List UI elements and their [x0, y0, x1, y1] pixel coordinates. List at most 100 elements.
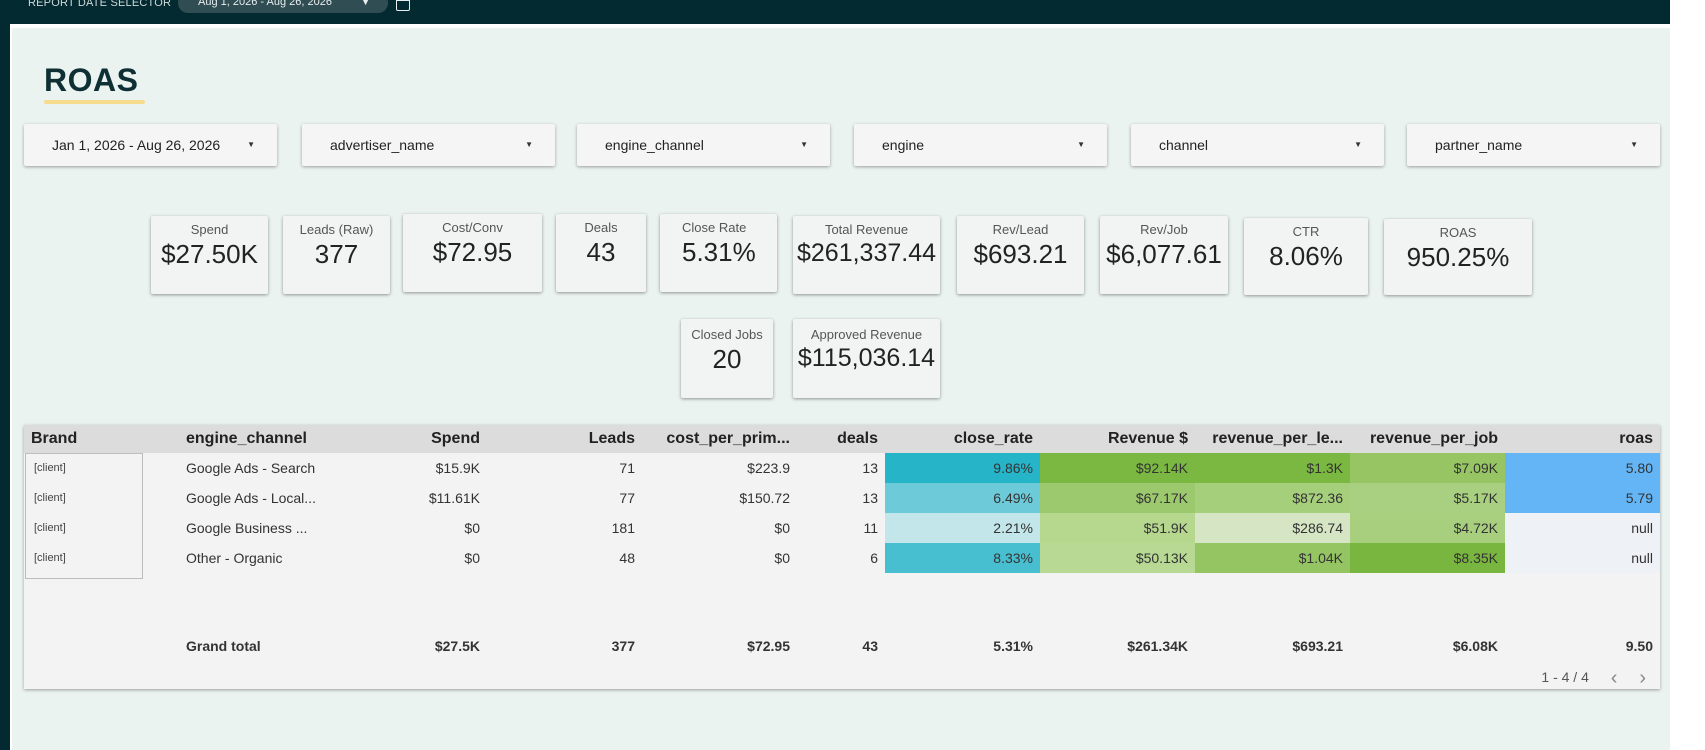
chevron-right-icon[interactable]: ›	[1639, 667, 1646, 689]
scorecard-close-rate: Close Rate 5.31%	[660, 214, 777, 292]
cell-spend: $0	[464, 520, 480, 536]
table-total-row: Grand total $27.5K 377 $72.95 43 5.31% $…	[24, 631, 1660, 661]
filter-label: advertiser_name	[330, 137, 435, 153]
cell-brand: [client]	[34, 462, 66, 474]
pager-text: 1 - 4 / 4	[1541, 669, 1589, 685]
table-row[interactable]: [client] Google Business ... $0 181 $0 11 2.21…	[24, 513, 1660, 543]
header-deals[interactable]: deals	[837, 430, 878, 447]
chevron-down-icon: ▼	[361, 0, 370, 7]
cell-close-rate: 8.33%	[885, 543, 1040, 573]
cell-roas: null	[1505, 513, 1660, 543]
scorecard-value: 43	[586, 237, 616, 267]
partner-name-filter[interactable]: partner_name ▼	[1407, 124, 1660, 166]
cell-revenue: $51.9K	[1040, 513, 1195, 543]
total-cost: $72.95	[747, 638, 790, 654]
scorecard-value: 8.06%	[1269, 241, 1343, 271]
scorecard-value: 950.25%	[1406, 242, 1510, 272]
scorecard-value: 5.31%	[682, 237, 756, 267]
advertiser-name-filter[interactable]: advertiser_name ▼	[302, 124, 555, 166]
scorecard-leads: Leads (Raw) 377	[283, 216, 390, 294]
header-brand[interactable]: Brand	[31, 430, 78, 447]
cell-rev-per-lead: $1.04K	[1195, 543, 1350, 573]
table-pager: 1 - 4 / 4 ‹ ›	[1541, 667, 1646, 690]
filter-label: Jan 1, 2026 - Aug 26, 2026	[52, 137, 221, 153]
engine-channel-filter[interactable]: engine_channel ▼	[577, 124, 830, 166]
date-range-filter[interactable]: Jan 1, 2026 - Aug 26, 2026 ▼	[24, 124, 277, 166]
cell-leads: 77	[619, 490, 635, 506]
total-spend: $27.5K	[434, 638, 480, 654]
cell-engine-channel: Google Ads - Local...	[186, 490, 316, 506]
header-revenue-per-job[interactable]: revenue_per_job	[1369, 430, 1498, 447]
roas-table: Brand engine_channel Spend Leads cost_pe…	[24, 425, 1660, 689]
cell-deals: 11	[863, 520, 878, 536]
total-deals: 43	[862, 638, 878, 654]
scorecard-label: Rev/Job	[1140, 222, 1188, 237]
report-date-selector-label: REPORT DATE SELECTOR	[28, 0, 172, 9]
calendar-icon[interactable]	[396, 0, 410, 11]
cell-leads: 71	[619, 460, 635, 476]
chevron-down-icon: ▼	[1354, 140, 1362, 149]
chevron-down-icon: ▼	[800, 140, 808, 149]
table-row[interactable]: [client] Google Ads - Search $15.9K 71 $223.…	[24, 453, 1660, 483]
cell-close-rate: 9.86%	[885, 453, 1040, 483]
scorecard-value: $6,077.61	[1106, 239, 1222, 269]
scorecard-value: $27.50K	[161, 239, 258, 269]
cell-rev-per-lead: $286.74	[1195, 513, 1350, 543]
cell-rev-per-lead: $872.36	[1195, 483, 1350, 513]
cell-close-rate: 2.21%	[885, 513, 1040, 543]
header-leads[interactable]: Leads	[588, 430, 635, 447]
cell-brand: [client]	[34, 552, 66, 564]
scorecard-closed-jobs: Closed Jobs 20	[681, 319, 773, 398]
scorecard-total-revenue: Total Revenue $261,337.44	[793, 216, 940, 294]
header-cost-per-primary[interactable]: cost_per_prim...	[666, 430, 790, 447]
scorecard-rev-job: Rev/Job $6,077.61	[1100, 216, 1228, 294]
scorecard-label: Leads (Raw)	[299, 222, 374, 237]
cell-cost: $150.72	[739, 490, 790, 506]
header-roas[interactable]: roas	[1619, 430, 1653, 447]
scorecard-label: Deals	[584, 220, 618, 235]
scorecard-label: Total Revenue	[824, 222, 909, 237]
table-row[interactable]: [client] Google Ads - Local... $11.61K 77 $1…	[24, 483, 1660, 513]
cell-cost: $223.9	[747, 460, 790, 476]
report-date-dropdown[interactable]: Aug 1, 2026 - Aug 26, 2026 ▼	[178, 0, 388, 13]
cell-spend: $11.61K	[428, 490, 480, 506]
scorecard-label: ROAS	[1439, 225, 1477, 240]
filter-label: partner_name	[1435, 137, 1523, 153]
total-revenue: $261.34K	[1127, 638, 1188, 654]
brand-column-box	[25, 453, 143, 579]
cell-cost: $0	[774, 520, 790, 536]
total-close-rate: 5.31%	[993, 638, 1033, 654]
scorecard-label: Close Rate	[682, 220, 747, 235]
cell-revenue: $50.13K	[1040, 543, 1195, 573]
chevron-down-icon: ▼	[1630, 140, 1638, 149]
cell-revenue: $92.14K	[1040, 453, 1195, 483]
scorecard-label: Approved Revenue	[810, 327, 923, 342]
total-roas: 9.50	[1625, 638, 1653, 654]
left-rail	[0, 0, 10, 750]
header-revenue[interactable]: Revenue $	[1107, 430, 1188, 447]
scorecard-label: Cost/Conv	[442, 220, 503, 235]
header-revenue-per-lead[interactable]: revenue_per_le...	[1212, 430, 1343, 447]
header-spend[interactable]: Spend	[431, 430, 480, 447]
cell-deals: 13	[862, 490, 878, 506]
header-engine-channel[interactable]: engine_channel	[186, 430, 307, 447]
total-label: Grand total	[186, 638, 261, 654]
cell-revenue: $67.17K	[1040, 483, 1195, 513]
chevron-left-icon[interactable]: ‹	[1610, 667, 1618, 689]
chevron-down-icon: ▼	[1077, 140, 1085, 149]
cell-spend: $15.9K	[435, 460, 480, 476]
header-close-rate[interactable]: close_rate	[953, 430, 1033, 447]
cell-close-rate: 6.49%	[885, 483, 1040, 513]
channel-filter[interactable]: channel ▼	[1131, 124, 1384, 166]
cell-cost: $0	[774, 550, 790, 566]
table-row[interactable]: [client] Other - Organic $0 48 $0 6 8.33% $50.1…	[24, 543, 1660, 573]
scorecard-roas: ROAS 950.25%	[1384, 219, 1532, 295]
total-leads: 377	[611, 638, 635, 654]
scorecard-value: $261,337.44	[796, 239, 937, 267]
cell-engine-channel: Google Business ...	[186, 520, 308, 536]
cell-brand: [client]	[34, 522, 66, 534]
engine-filter[interactable]: engine ▼	[854, 124, 1107, 166]
chevron-down-icon: ▼	[525, 140, 533, 149]
filter-label: engine	[882, 137, 925, 153]
cell-deals: 6	[870, 550, 878, 566]
